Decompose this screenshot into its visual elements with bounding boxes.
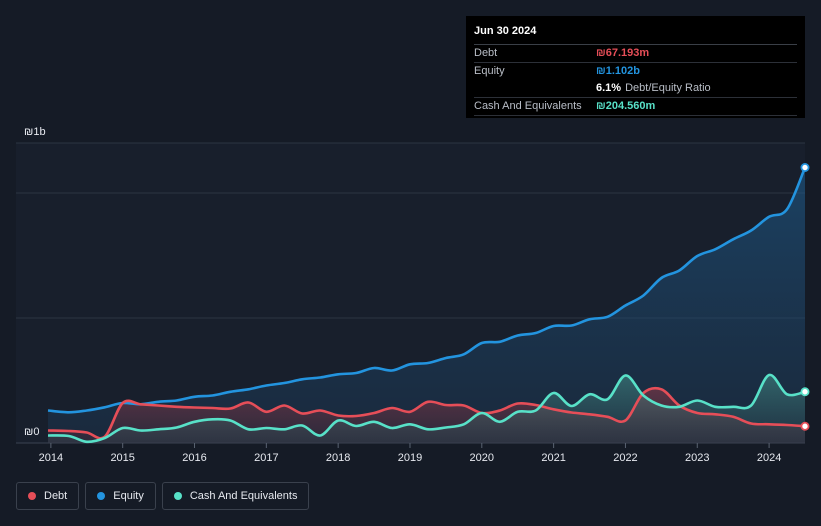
legend-equity-label: Equity xyxy=(113,490,144,502)
y-tick-label-top: ₪1b xyxy=(24,126,46,138)
tooltip-row-debt: Debt ₪67.193m xyxy=(474,45,797,63)
x-tick-label: 2023 xyxy=(685,452,709,464)
tooltip-debt-label: Debt xyxy=(474,47,498,59)
y-axis-labels: ₪1b ₪0 xyxy=(24,126,46,438)
tooltip-ratio-label xyxy=(474,80,596,97)
equity-dot-icon xyxy=(97,492,106,500)
debt-dot-icon xyxy=(28,492,36,500)
equity-area xyxy=(48,167,805,443)
tooltip-ratio-suffix: Debt/Equity Ratio xyxy=(625,82,711,94)
legend-item-cash[interactable]: Cash And Equivalents xyxy=(161,482,310,510)
x-tick-label: 2014 xyxy=(39,452,63,464)
x-tick-label: 2018 xyxy=(326,452,350,464)
x-tick-label: 2017 xyxy=(254,452,278,464)
tooltip-debt-value: ₪67.193m xyxy=(596,47,650,59)
series-end-markers xyxy=(800,162,810,431)
tooltip-cash-value: ₪204.560m xyxy=(596,100,656,112)
debt-end-marker xyxy=(800,421,810,431)
cash-dot-icon xyxy=(173,492,182,500)
legend-cash-label: Cash And Equivalents xyxy=(189,490,298,502)
x-tick-label: 2016 xyxy=(182,452,206,464)
series-lines xyxy=(47,166,807,444)
y-tick-label-zero: ₪0 xyxy=(24,426,39,438)
x-tick-label: 2015 xyxy=(110,452,134,464)
tooltip-equity-label: Equity xyxy=(474,65,505,77)
series-areas xyxy=(48,167,805,443)
tooltip-date: Jun 30 2024 xyxy=(474,24,797,45)
cash-area xyxy=(48,374,805,443)
x-axis-ticks: 2014 2015 2016 2017 2018 2019 2020 2021 2022 2023… xyxy=(39,443,781,464)
x-tick-label: 2019 xyxy=(398,452,422,464)
tooltip-ratio-value: 6.1% xyxy=(596,82,622,94)
x-tick-label: 2020 xyxy=(470,452,494,464)
tooltip-equity-value: ₪1.102b xyxy=(596,65,640,77)
x-tick-label: 2021 xyxy=(541,452,565,464)
equity-end-marker xyxy=(800,162,810,172)
legend-item-debt[interactable]: Debt xyxy=(16,482,80,510)
equity-line xyxy=(47,166,807,414)
cash-end-marker xyxy=(800,387,810,397)
tooltip-row-equity: Equity ₪1.102b xyxy=(474,63,797,80)
legend-item-equity[interactable]: Equity xyxy=(85,482,156,510)
tooltip-cash-label: Cash And Equivalents xyxy=(474,100,582,112)
tooltip-row-cash: Cash And Equivalents ₪204.560m xyxy=(474,98,797,116)
legend-debt-label: Debt xyxy=(44,490,68,502)
x-tick-label: 2024 xyxy=(757,452,781,464)
tooltip: Jun 30 2024 Debt ₪67.193m Equity ₪1.102b… xyxy=(466,16,805,118)
cash-line xyxy=(47,373,806,444)
tooltip-row-ratio: 6.1% Debt/Equity Ratio xyxy=(474,80,797,98)
x-tick-label: 2022 xyxy=(613,452,637,464)
legend: Debt Equity Cash And Equivalents xyxy=(16,482,310,510)
